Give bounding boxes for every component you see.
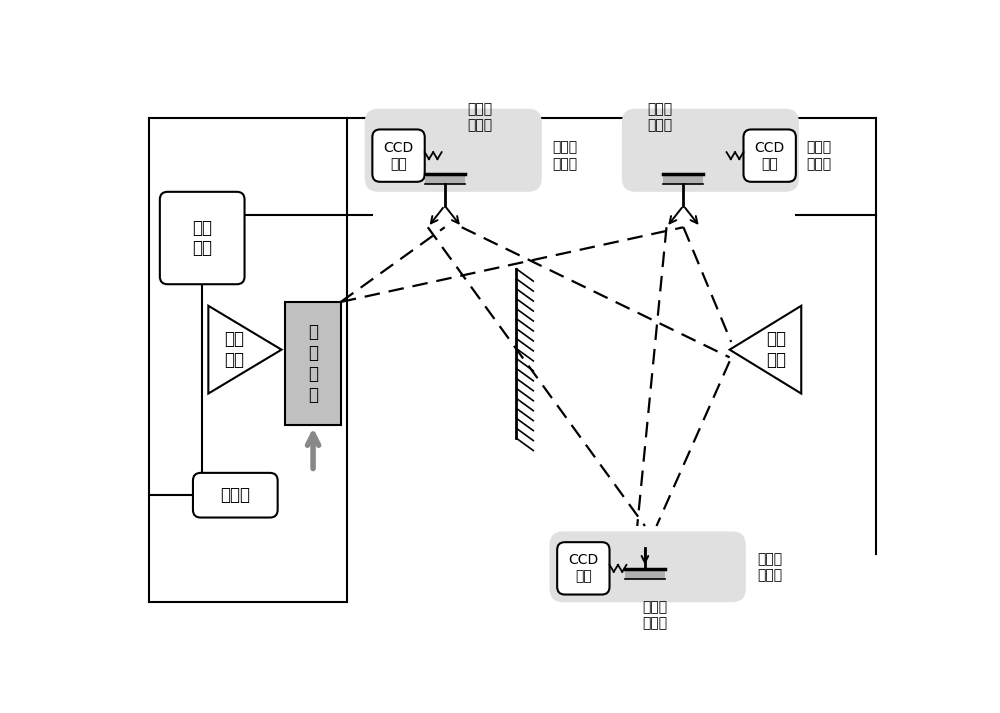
- Bar: [285, 302, 341, 425]
- Text: 泥浦源: 泥浦源: [220, 486, 250, 504]
- Polygon shape: [208, 306, 282, 394]
- Text: 逆反
射器: 逆反 射器: [766, 330, 786, 369]
- Bar: [663, 174, 703, 184]
- FancyBboxPatch shape: [372, 130, 425, 182]
- Text: 方向感
知中继: 方向感 知中继: [468, 102, 493, 132]
- Text: 方向感
知中继: 方向感 知中继: [648, 102, 673, 132]
- Text: 中继反
射元件: 中继反 射元件: [757, 552, 782, 582]
- Text: 中继反
射元件: 中继反 射元件: [807, 140, 832, 170]
- FancyBboxPatch shape: [744, 130, 796, 182]
- FancyBboxPatch shape: [549, 531, 746, 602]
- Bar: [625, 569, 665, 579]
- Text: CCD
阵列: CCD 阵列: [383, 140, 414, 170]
- Text: 增
益
介
质: 增 益 介 质: [308, 323, 318, 404]
- Text: 方向感
知中继: 方向感 知中继: [642, 600, 668, 630]
- Text: CCD
阵列: CCD 阵列: [568, 553, 598, 583]
- FancyBboxPatch shape: [193, 473, 278, 518]
- FancyBboxPatch shape: [160, 192, 245, 284]
- Text: 中继反
射元件: 中继反 射元件: [553, 140, 578, 170]
- Bar: [425, 174, 465, 184]
- FancyBboxPatch shape: [557, 542, 610, 595]
- FancyBboxPatch shape: [365, 108, 542, 192]
- FancyBboxPatch shape: [622, 108, 799, 192]
- Text: CCD
阵列: CCD 阵列: [755, 140, 785, 170]
- Polygon shape: [730, 306, 801, 394]
- Text: 逆反
射器: 逆反 射器: [224, 330, 244, 369]
- Text: 主控
单元: 主控 单元: [192, 219, 212, 257]
